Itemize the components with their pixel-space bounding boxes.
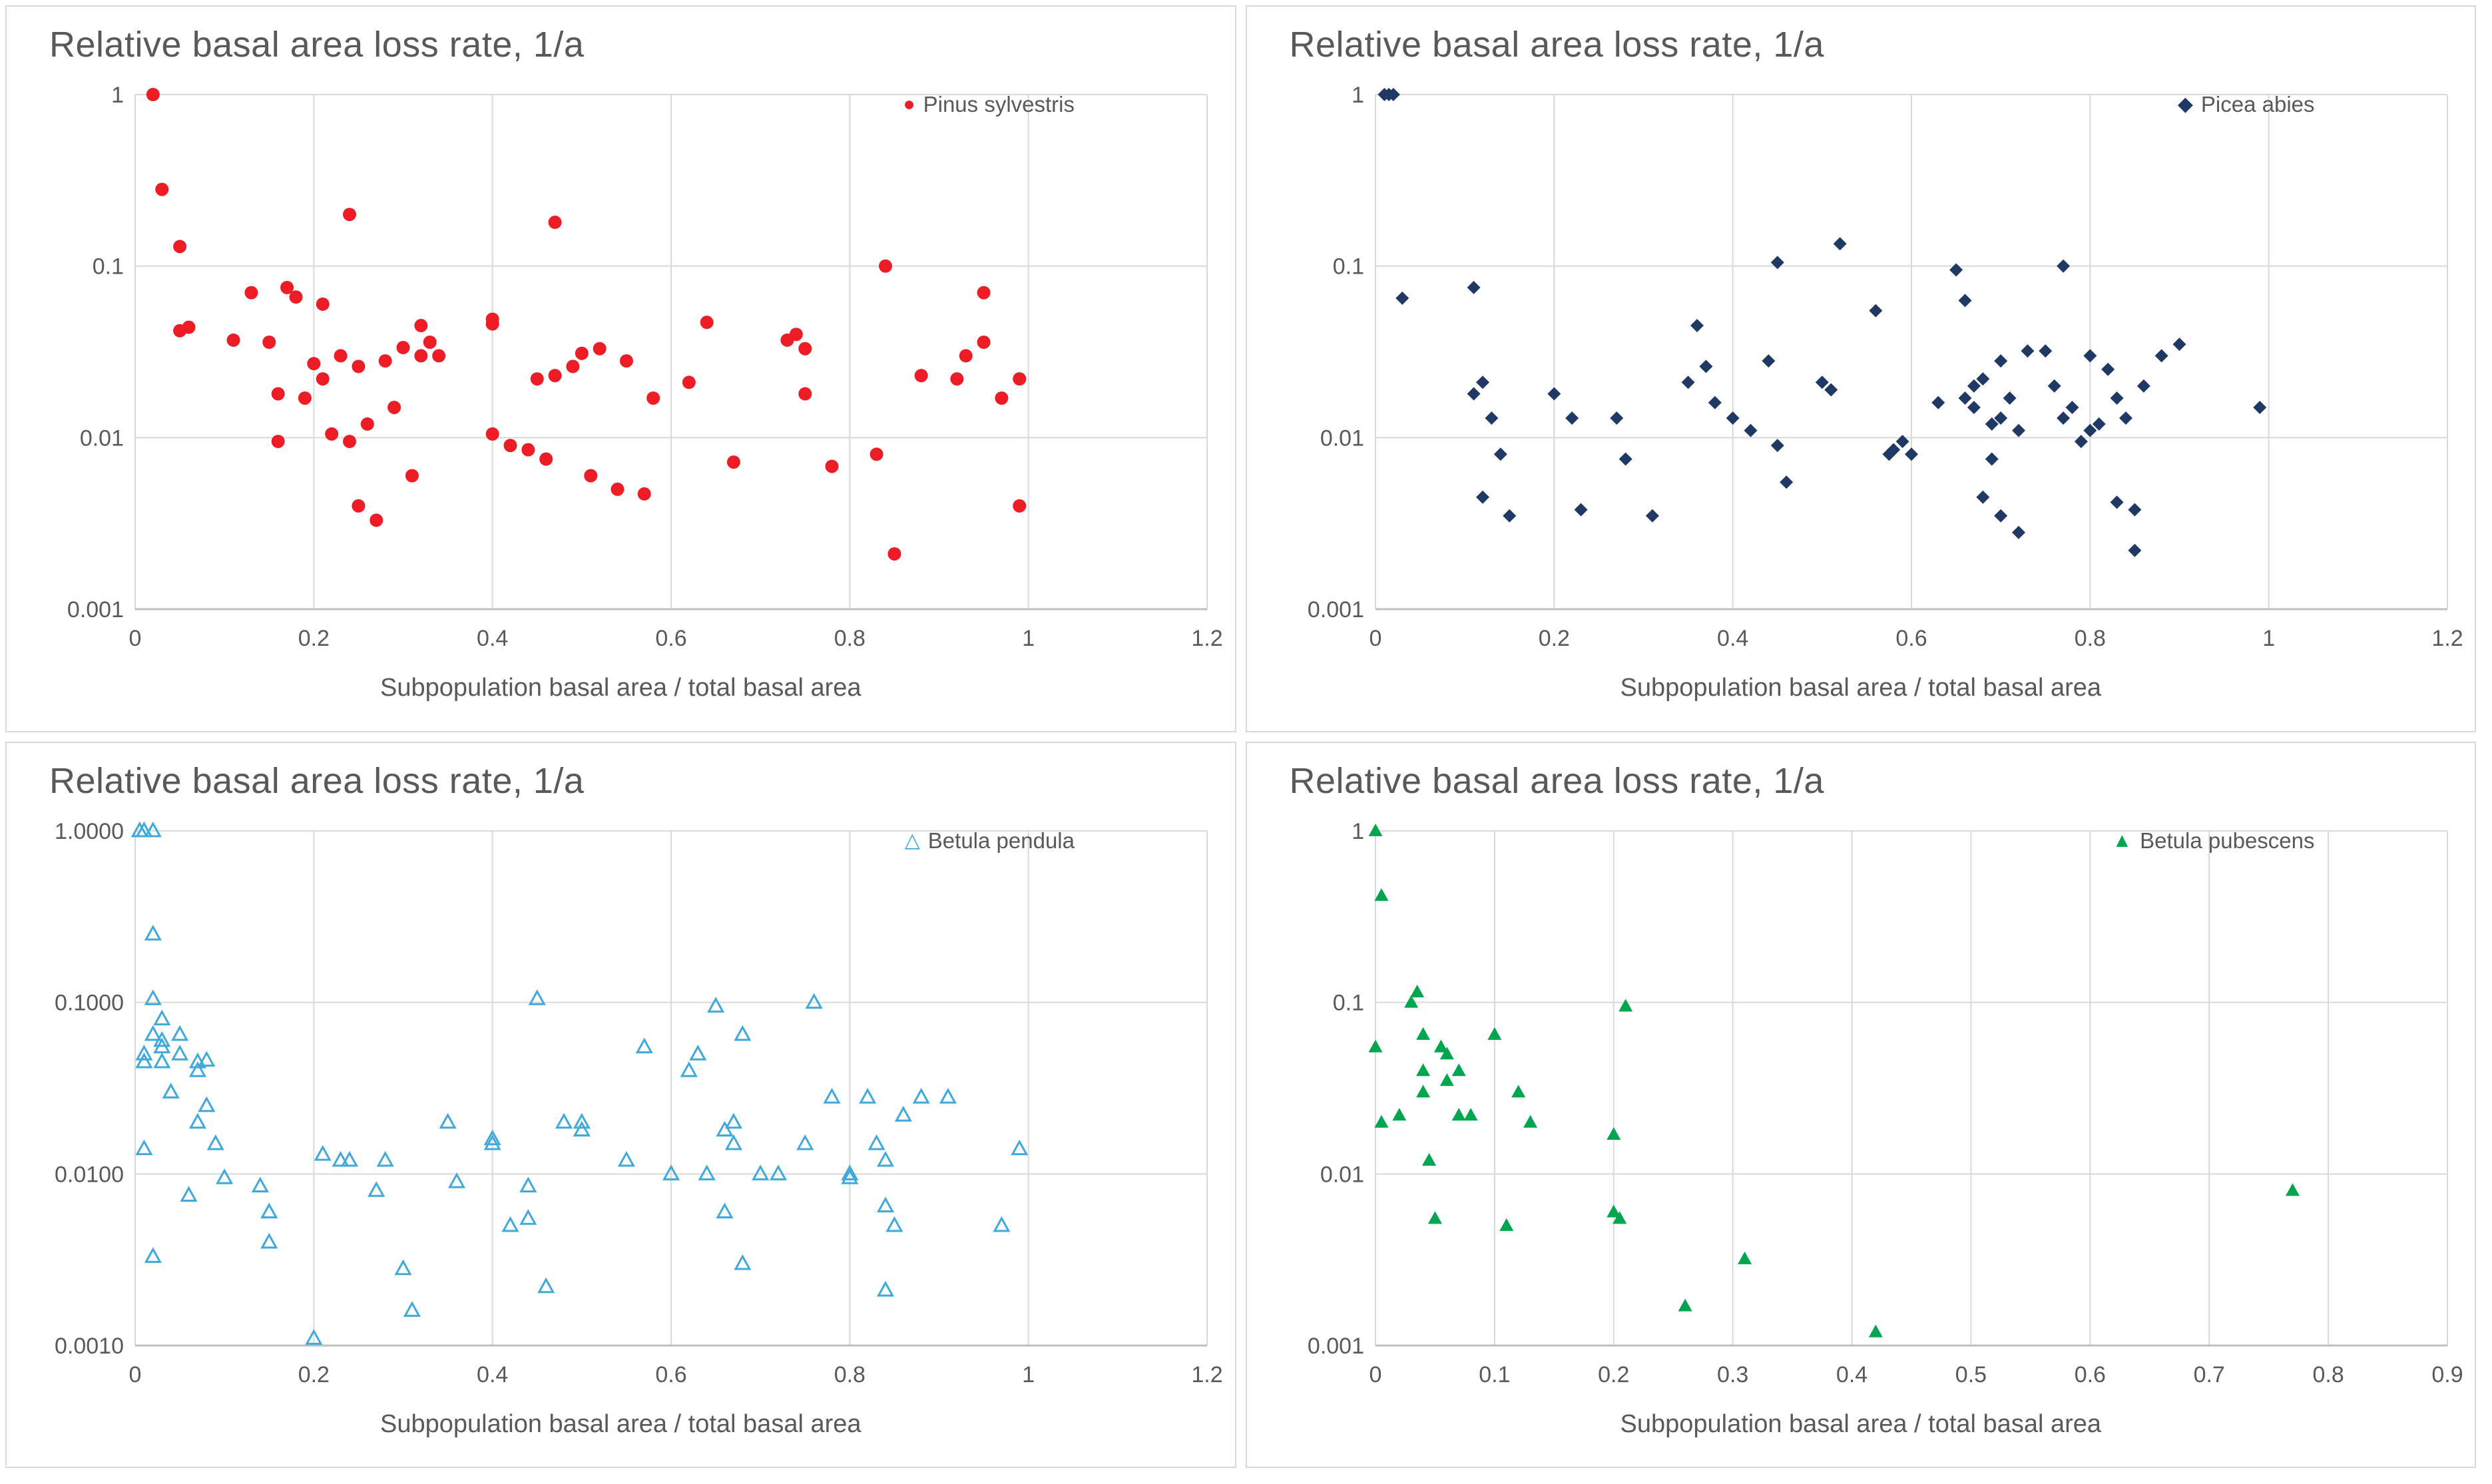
legend-label: Betula pendula <box>927 828 1075 853</box>
legend: △ Betula pendula <box>905 828 1075 854</box>
svg-text:0.8: 0.8 <box>834 1362 866 1387</box>
svg-text:0.001: 0.001 <box>67 597 124 622</box>
svg-text:0.6: 0.6 <box>655 1362 686 1387</box>
scatter-plot-pinus-sylvestris: 0 0.2 0.4 0.6 0.8 1 1.2 1 0.1 0.01 0.001 <box>67 83 1223 651</box>
plot-area: 0 0.1 0.2 0.3 0.4 0.5 0.6 0.7 0.8 0.9 1 0.1 0.01 0.00… <box>1252 816 2475 1402</box>
svg-text:1: 1 <box>1352 83 1364 108</box>
svg-text:0.7: 0.7 <box>2193 1362 2224 1387</box>
scatter-plot-betula-pubescens: 0 0.1 0.2 0.3 0.4 0.5 0.6 0.7 0.8 0.9 1 0.1 0.01 0.00… <box>1307 819 2463 1387</box>
svg-text:1.0000: 1.0000 <box>55 819 124 844</box>
svg-text:0.1000: 0.1000 <box>55 990 124 1015</box>
svg-text:0.2: 0.2 <box>298 626 330 651</box>
chart-title: Relative basal area loss rate, 1/a <box>49 25 585 65</box>
x-axis-label: Subpopulation basal area / total basal a… <box>1620 674 2102 702</box>
svg-text:1: 1 <box>1352 819 1364 844</box>
svg-text:0.9: 0.9 <box>2431 1362 2463 1387</box>
plot-area: 0 0.2 0.4 0.6 0.8 1 1.2 1 0.1 0.01 0.001 ● Pinus s… <box>12 80 1234 666</box>
svg-text:0: 0 <box>1369 1362 1381 1387</box>
svg-text:0.8: 0.8 <box>2312 1362 2344 1387</box>
legend: ▲ Betula pubescens <box>2112 828 2314 854</box>
svg-text:0: 0 <box>129 626 142 651</box>
svg-text:1.2: 1.2 <box>1191 626 1222 651</box>
svg-text:0.01: 0.01 <box>1320 425 1364 451</box>
plot-area: 0 0.2 0.4 0.6 0.8 1 1.2 1 0.1 0.01 0.001 ◆ Picea a… <box>1252 80 2475 666</box>
svg-text:0.2: 0.2 <box>1598 1362 1629 1387</box>
svg-text:1.2: 1.2 <box>1191 1362 1222 1387</box>
svg-text:1: 1 <box>2262 626 2275 651</box>
svg-text:0.001: 0.001 <box>1307 597 1364 622</box>
legend: ● Pinus sylvestris <box>903 92 1075 117</box>
legend-label: Betula pubescens <box>2140 828 2315 853</box>
svg-text:0.2: 0.2 <box>298 1362 330 1387</box>
svg-text:0.6: 0.6 <box>655 626 686 651</box>
legend-label: Picea abies <box>2200 92 2315 117</box>
svg-text:0.8: 0.8 <box>2074 626 2105 651</box>
svg-text:0.4: 0.4 <box>477 626 508 651</box>
x-axis-label: Subpopulation basal area / total basal a… <box>1620 1409 2102 1438</box>
plot-area: 0 0.2 0.4 0.6 0.8 1 1.2 1.0000 0.1000 0.0100 0.001… <box>12 816 1234 1402</box>
svg-text:0.3: 0.3 <box>1717 1362 1748 1387</box>
chart-title: Relative basal area loss rate, 1/a <box>49 760 585 801</box>
chart-panel-picea-abies: Relative basal area loss rate, 1/a 0 0.2 0… <box>1245 5 2476 732</box>
svg-text:0: 0 <box>1369 626 1381 651</box>
svg-text:0.6: 0.6 <box>2074 1362 2105 1387</box>
legend-filled-triangle-marker-icon: ▲ <box>2112 829 2132 852</box>
scatter-plot-picea-abies: 0 0.2 0.4 0.6 0.8 1 1.2 1 0.1 0.01 0.001 <box>1307 83 2463 651</box>
chart-panel-betula-pubescens: Relative basal area loss rate, 1/a 0 0.1 0… <box>1245 741 2476 1468</box>
chart-title: Relative basal area loss rate, 1/a <box>1289 760 1824 801</box>
svg-text:0.0100: 0.0100 <box>55 1162 124 1187</box>
svg-text:0.0010: 0.0010 <box>55 1334 124 1359</box>
svg-text:0.6: 0.6 <box>1895 626 1927 651</box>
x-axis-label: Subpopulation basal area / total basal a… <box>379 1409 862 1438</box>
svg-text:0.5: 0.5 <box>1955 1362 1986 1387</box>
scatter-plot-betula-pendula: 0 0.2 0.4 0.6 0.8 1 1.2 1.0000 0.1000 0.0100 0.001… <box>55 819 1223 1387</box>
svg-text:0.01: 0.01 <box>80 425 124 451</box>
legend-label: Pinus sylvestris <box>923 92 1075 117</box>
svg-text:1: 1 <box>1022 1362 1035 1387</box>
svg-text:0.001: 0.001 <box>1307 1334 1364 1359</box>
svg-text:0.2: 0.2 <box>1538 626 1569 651</box>
svg-text:0.1: 0.1 <box>1479 1362 1510 1387</box>
svg-text:1.2: 1.2 <box>2431 626 2463 651</box>
chart-panel-pinus-sylvestris: Relative basal area loss rate, 1/a 0 0.2 0… <box>5 5 1236 732</box>
chart-title: Relative basal area loss rate, 1/a <box>1289 25 1824 65</box>
svg-text:0.4: 0.4 <box>477 1362 508 1387</box>
legend-circle-marker-icon: ● <box>903 93 915 115</box>
svg-text:0: 0 <box>129 1362 142 1387</box>
svg-text:1: 1 <box>111 83 124 108</box>
chart-panel-betula-pendula: Relative basal area loss rate, 1/a 0 0.2 0… <box>5 741 1236 1468</box>
svg-text:0.01: 0.01 <box>1320 1162 1364 1187</box>
svg-text:0.4: 0.4 <box>1717 626 1748 651</box>
x-axis-label: Subpopulation basal area / total basal a… <box>379 674 862 702</box>
svg-text:0.1: 0.1 <box>1332 990 1364 1015</box>
legend-open-triangle-marker-icon: △ <box>904 829 920 852</box>
svg-text:1: 1 <box>1022 626 1035 651</box>
legend: ◆ Picea abies <box>2178 92 2315 117</box>
svg-text:0.1: 0.1 <box>1332 254 1364 280</box>
svg-text:0.1: 0.1 <box>93 254 124 280</box>
svg-text:0.8: 0.8 <box>834 626 866 651</box>
svg-text:0.4: 0.4 <box>1836 1362 1867 1387</box>
legend-diamond-marker-icon: ◆ <box>2177 93 2193 115</box>
